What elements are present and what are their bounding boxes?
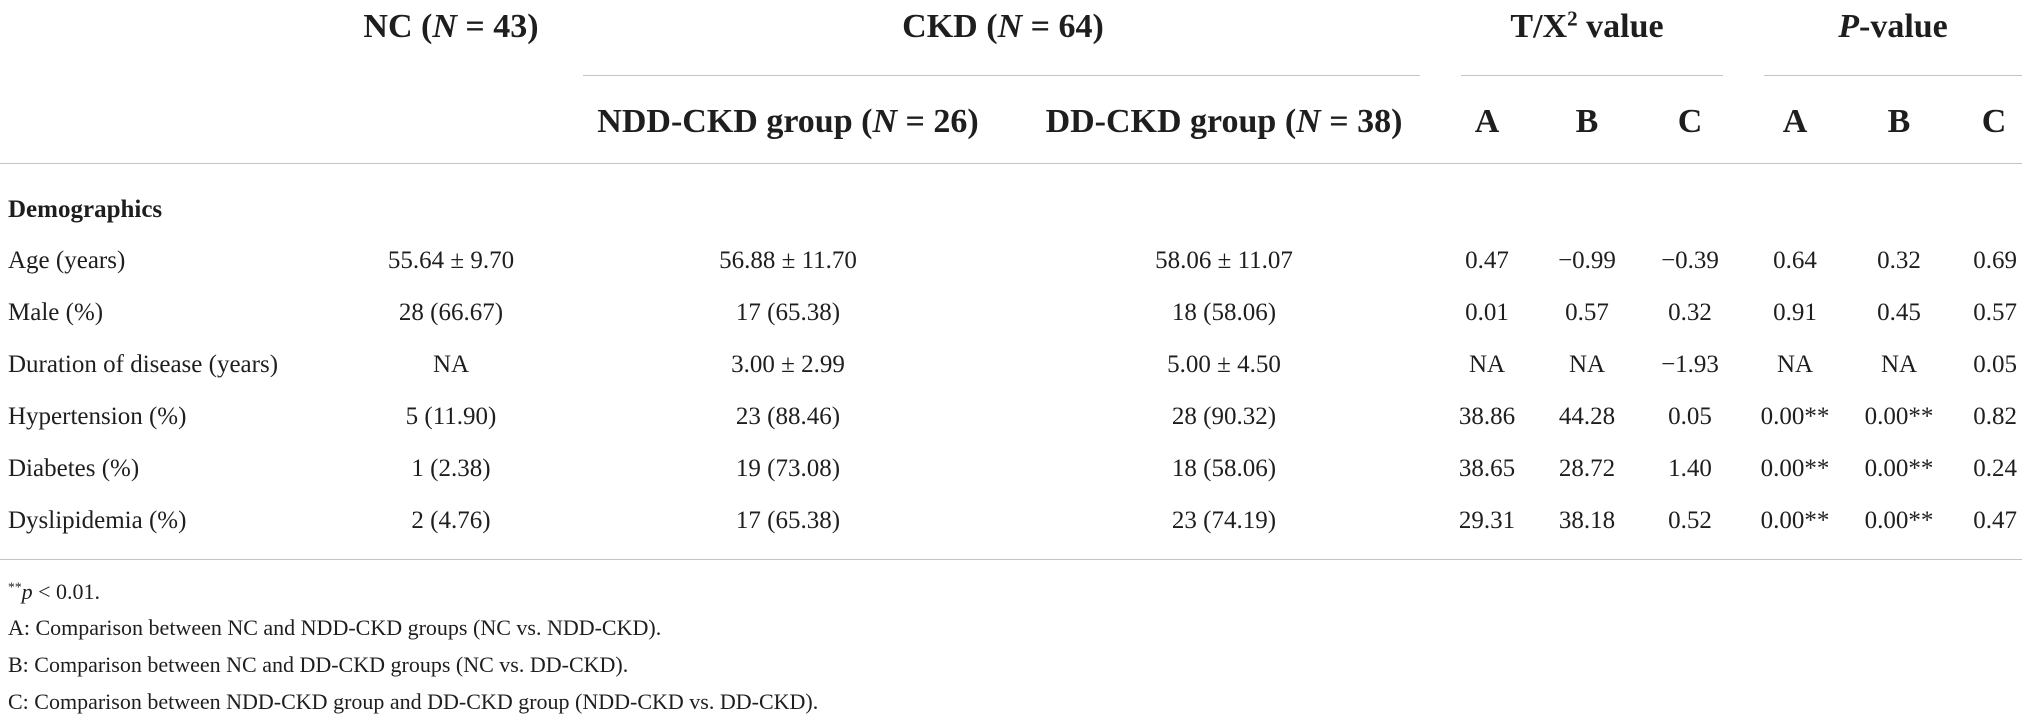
section-label: Demographics [8,196,163,223]
header-p-a: A [1782,103,1808,140]
cell-dd-ckd: 18 (58.06) [1171,455,1277,482]
cell-nc: 2 (4.76) [411,507,491,534]
cell-t-b: −0.99 [1558,247,1616,274]
cell-t-b: 28.72 [1558,455,1616,482]
cell-t-b: NA [1568,351,1606,378]
cell-t-a: 38.65 [1458,455,1516,482]
header-bottom-rule [0,163,2022,164]
cell-nc: 28 (66.67) [398,299,504,326]
cell-t-a: 0.01 [1465,299,1509,326]
cell-t-a: 0.47 [1465,247,1509,274]
header-nc: NC (N = 43) [363,8,539,45]
cell-t-a: 38.86 [1458,403,1516,430]
cell-t-c: −0.39 [1661,247,1719,274]
header-t-c: C [1677,103,1703,140]
header-dd-ckd-group: DD-CKD group (N = 38) [1045,103,1403,140]
footnote-b: B: Comparison between NC and DD-CKD grou… [8,652,629,677]
cell-p-b: 0.32 [1877,247,1921,274]
cell-nc: NA [432,351,470,378]
cell-p-c: 0.47 [1973,507,2017,534]
cell-nc: 5 (11.90) [405,403,497,430]
cell-p-b: 0.00** [1864,403,1934,430]
cell-t-c: 0.05 [1668,403,1712,430]
cell-ndd-ckd: 23 (88.46) [735,403,841,430]
ckd-spanner-rule [583,75,1420,76]
cell-p-b: 0.45 [1877,299,1921,326]
table-bottom-rule [0,559,2022,560]
cell-p-c: 0.57 [1973,299,2017,326]
header-p-value: P-value [1838,8,1948,45]
row-label: Diabetes (%) [8,455,140,482]
cell-t-c: 0.52 [1668,507,1712,534]
cell-t-b: 44.28 [1558,403,1616,430]
header-t-x2-value: T/X2 value [1510,6,1664,45]
cell-p-a: 0.00** [1760,403,1830,430]
cell-t-a: 29.31 [1458,507,1516,534]
header-t-a: A [1474,103,1500,140]
cell-t-c: 1.40 [1668,455,1712,482]
row-label: Male (%) [8,299,104,326]
cell-p-a: 0.91 [1773,299,1817,326]
cell-dd-ckd: 18 (58.06) [1171,299,1277,326]
cell-p-b: NA [1880,351,1918,378]
cell-t-b: 38.18 [1558,507,1616,534]
cell-p-c: 0.69 [1973,247,2017,274]
cell-t-b: 0.57 [1565,299,1609,326]
cell-p-c: 0.05 [1973,351,2017,378]
row-label: Hypertension (%) [8,403,187,430]
cell-dd-ckd: 28 (90.32) [1171,403,1277,430]
cell-p-c: 0.82 [1973,403,2017,430]
header-p-c: C [1981,103,2007,140]
cell-p-c: 0.24 [1973,455,2017,482]
cell-t-c: −1.93 [1661,351,1719,378]
p-value-spanner-rule [1764,75,2022,76]
cell-ndd-ckd: 17 (65.38) [735,507,841,534]
cell-dd-ckd: 58.06 ± 11.07 [1155,247,1293,274]
header-ndd-ckd-group: NDD-CKD group (N = 26) [597,103,979,140]
cell-t-c: 0.32 [1668,299,1712,326]
row-label: Age (years) [8,247,126,274]
row-label: Dyslipidemia (%) [8,507,187,534]
cell-p-a: NA [1776,351,1814,378]
footnote-significance: **p < 0.01. [8,579,101,604]
cell-p-a: 0.64 [1773,247,1817,274]
header-ckd: CKD (N = 64) [902,8,1104,45]
cell-p-a: 0.00** [1760,455,1830,482]
cell-t-a: NA [1468,351,1506,378]
cell-nc: 55.64 ± 9.70 [387,247,515,274]
cell-dd-ckd: 5.00 ± 4.50 [1167,351,1281,378]
footnote-a: A: Comparison between NC and NDD-CKD gro… [8,615,662,640]
cell-ndd-ckd: 17 (65.38) [735,299,841,326]
cell-ndd-ckd: 3.00 ± 2.99 [731,351,845,378]
t-x2-spanner-rule [1461,75,1723,76]
header-p-b: B [1887,103,1911,140]
cell-p-b: 0.00** [1864,507,1934,534]
header-t-b: B [1575,103,1599,140]
footnote-c: C: Comparison between NDD-CKD group and … [8,689,819,714]
cell-p-a: 0.00** [1760,507,1830,534]
cell-p-b: 0.00** [1864,455,1934,482]
cell-dd-ckd: 23 (74.19) [1171,507,1277,534]
cell-nc: 1 (2.38) [411,455,491,482]
cell-ndd-ckd: 56.88 ± 11.70 [719,247,857,274]
row-label: Duration of disease (years) [8,351,279,378]
cell-ndd-ckd: 19 (73.08) [735,455,841,482]
